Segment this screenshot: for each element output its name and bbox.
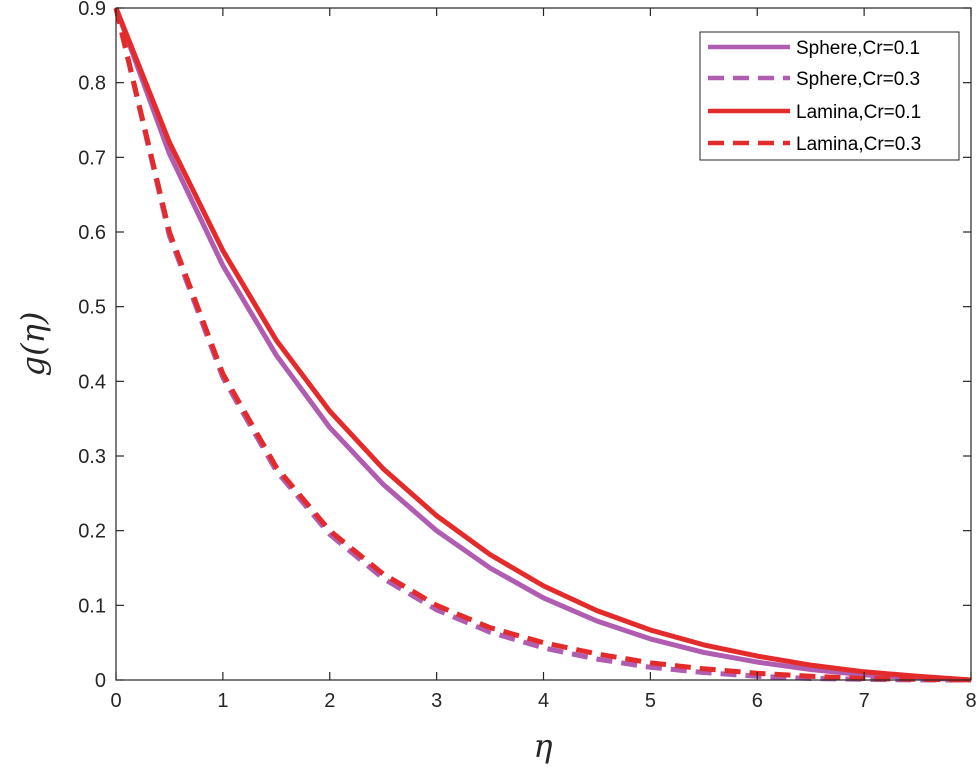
x-tick-label: 8 [965, 690, 976, 712]
x-tick-label: 5 [645, 690, 656, 712]
y-tick-label: 0.7 [78, 147, 106, 169]
series-line-sphere-cr-0-1 [113, 7, 972, 683]
x-tick-label: 1 [217, 690, 228, 712]
y-tick-label: 0.8 [78, 73, 106, 95]
legend-label-sphere-cr-0-3: Sphere,Cr=0.3 [796, 69, 920, 90]
legend: Sphere,Cr=0.1 Sphere,Cr=0.3 Lamina,Cr=0.… [699, 31, 960, 161]
y-tick-label: 0.6 [78, 222, 106, 244]
series-line-lamina-cr-0-3 [113, 7, 972, 683]
x-tick-label: 4 [538, 690, 549, 712]
x-tick-label: 0 [110, 690, 121, 712]
y-tick-label: 0.3 [78, 446, 106, 468]
series-layer [113, 7, 972, 683]
legend-label-sphere-cr-0-1: Sphere,Cr=0.1 [796, 38, 920, 59]
legend-label-lamina-cr-0-1: Lamina,Cr=0.1 [796, 102, 921, 123]
legend-label-lamina-cr-0-3: Lamina,Cr=0.3 [796, 134, 921, 155]
series-line-lamina-cr-0-1 [113, 7, 972, 683]
y-tick-label: 0.4 [78, 371, 106, 393]
y-tick-label: 0.2 [78, 521, 106, 543]
y-tick-label: 0.5 [78, 297, 106, 319]
y-tick-label: 0 [95, 670, 106, 692]
x-tick-label: 2 [324, 690, 335, 712]
x-tick-label: 7 [859, 690, 870, 712]
y-tick-label: 0.9 [78, 0, 106, 20]
tick-label-layer: 0 1 2 3 4 5 6 7 8 0 0.1 0.2 0.3 0.4 0.5 0.6 0.7 0.8 0.9 [78, 0, 976, 712]
x-axis-title: η [533, 727, 552, 765]
x-tick-label: 6 [752, 690, 763, 712]
legend-box [699, 31, 960, 161]
ticks-layer [115, 7, 972, 681]
x-tick-label: 3 [431, 690, 442, 712]
y-tick-label: 0.1 [78, 595, 106, 617]
y-axis-title: g(η) [14, 312, 52, 377]
